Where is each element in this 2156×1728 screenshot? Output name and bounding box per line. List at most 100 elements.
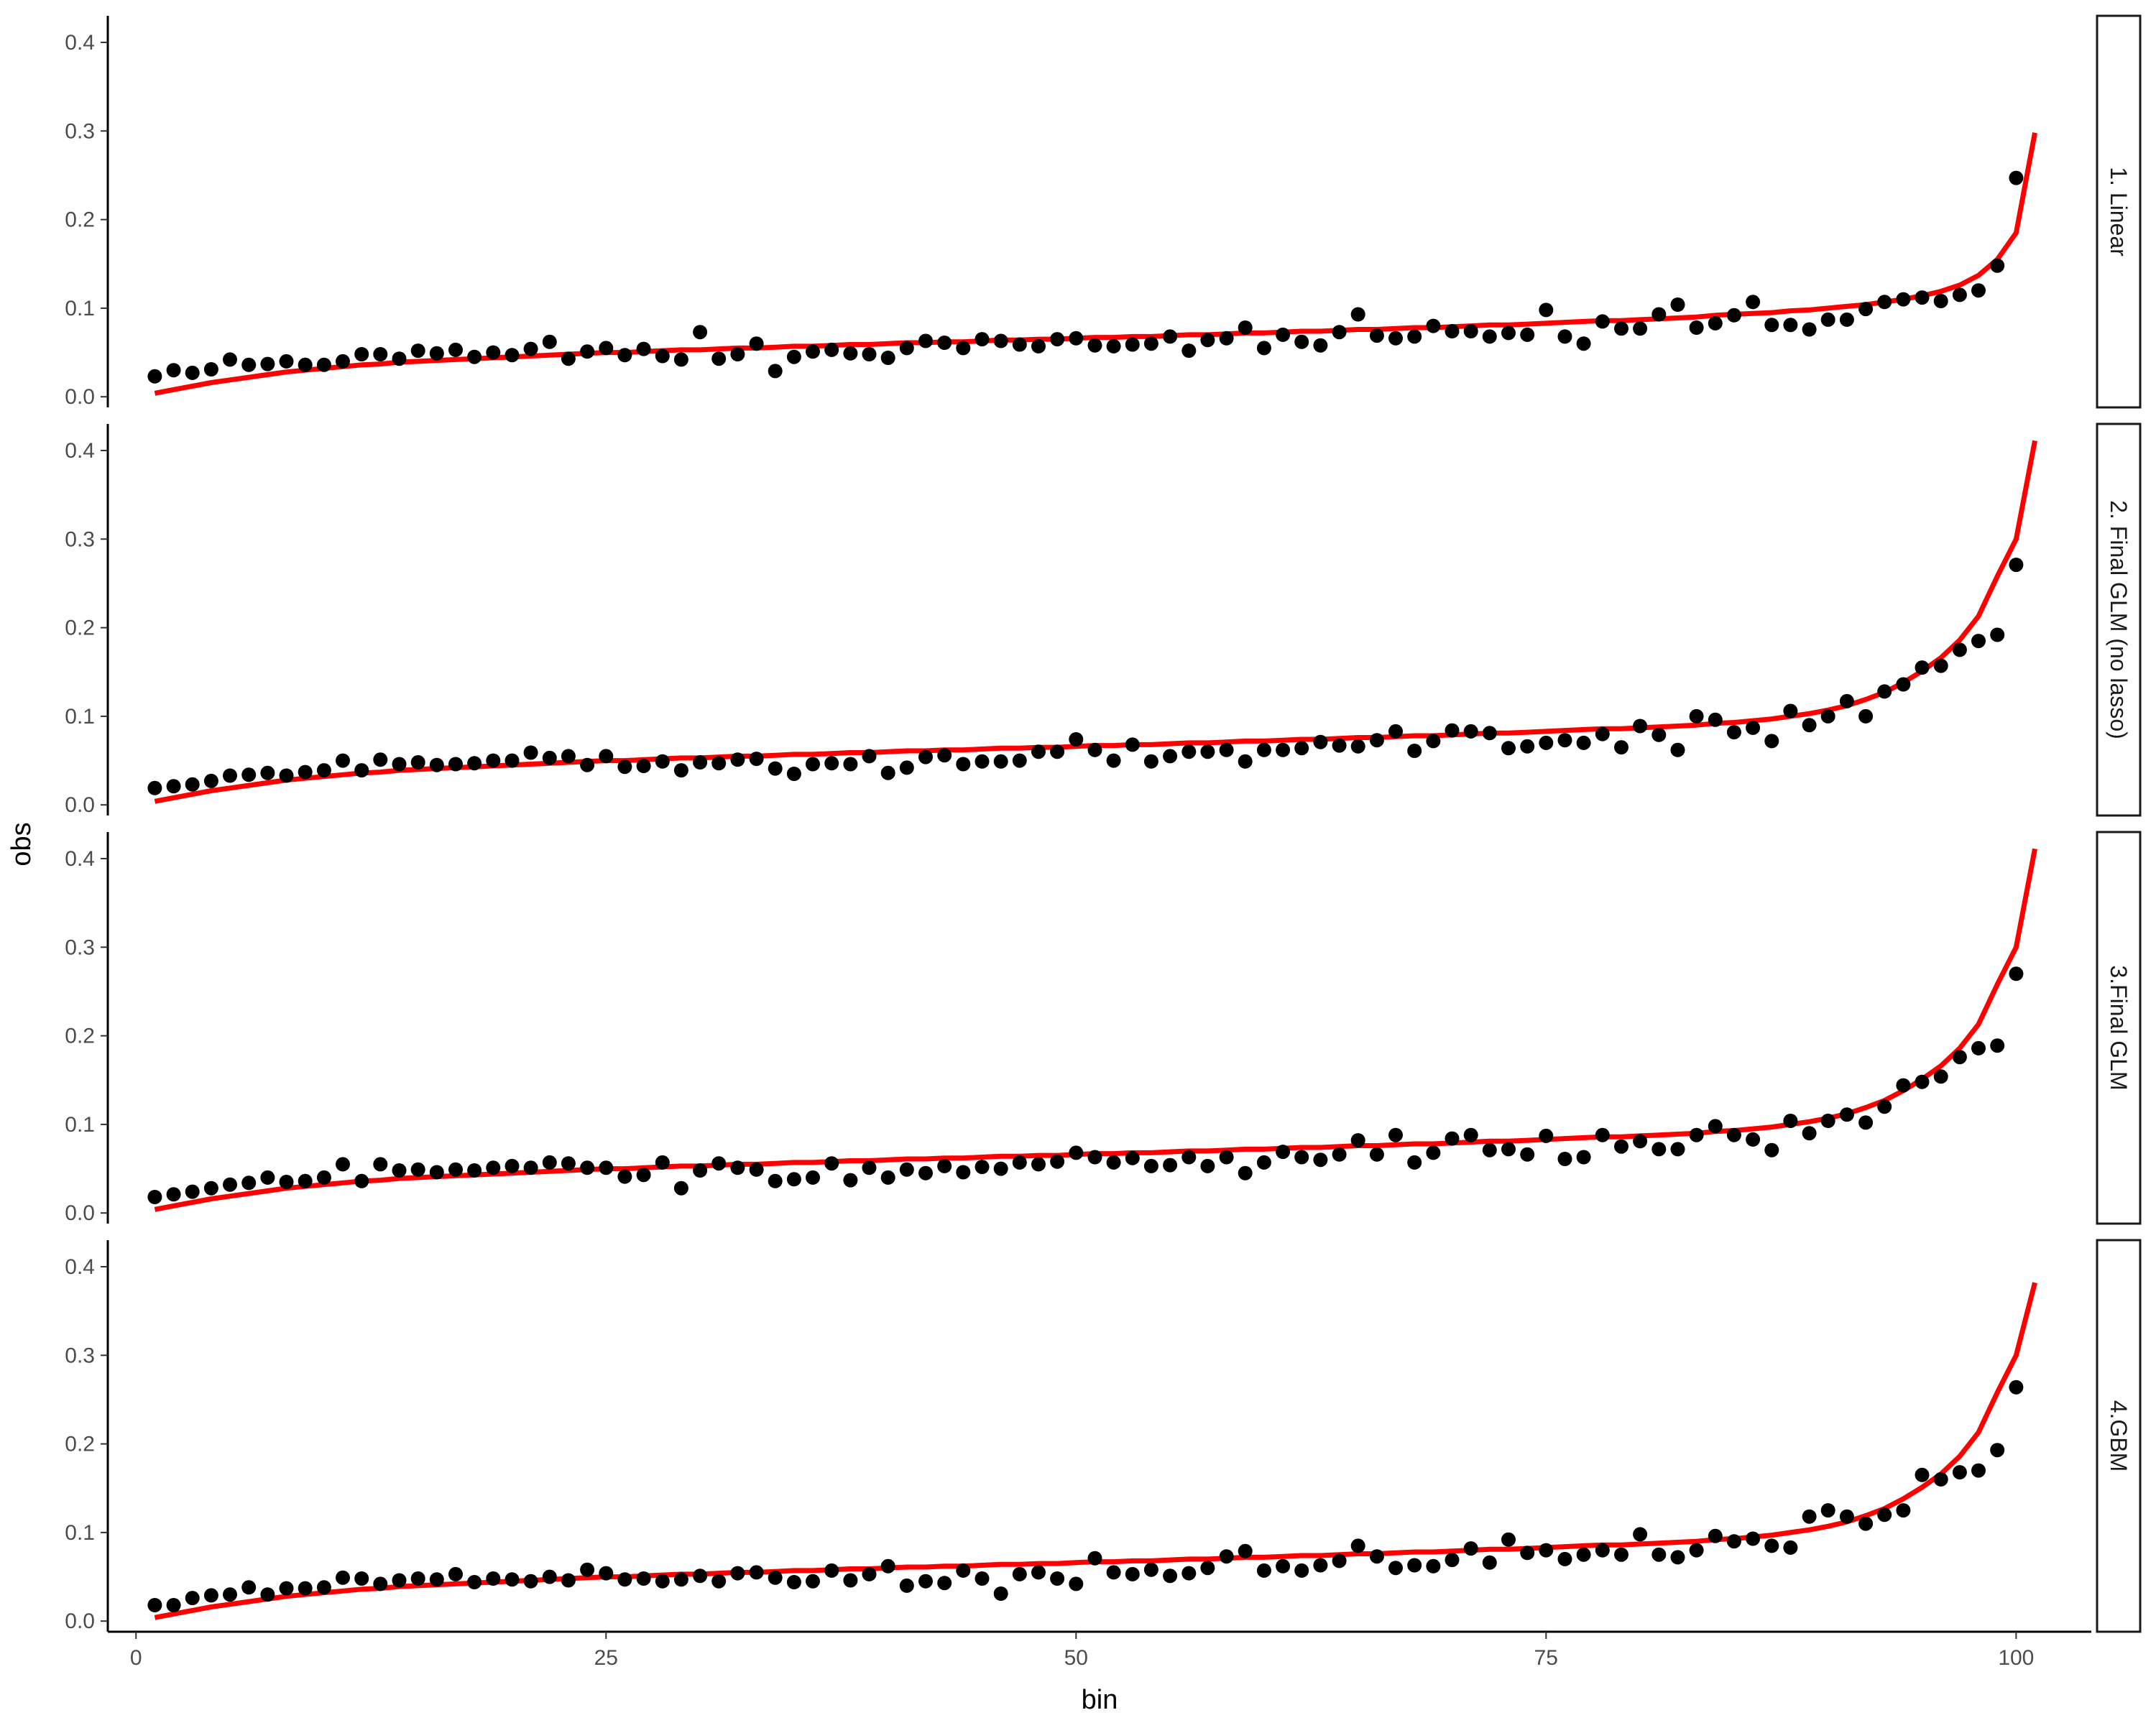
- obs-point: [1313, 1152, 1328, 1168]
- obs-point: [410, 1571, 425, 1586]
- obs-point: [956, 1563, 971, 1578]
- obs-point: [1407, 1155, 1422, 1170]
- obs-point: [843, 1173, 858, 1188]
- obs-point: [673, 1572, 688, 1587]
- obs-point: [260, 1170, 275, 1185]
- obs-point: [298, 357, 313, 372]
- obs-point: [185, 777, 200, 792]
- obs-point: [185, 1591, 200, 1606]
- obs-point: [1501, 1142, 1516, 1157]
- obs-point: [1143, 336, 1158, 351]
- obs-point: [1689, 320, 1704, 335]
- obs-point: [1557, 329, 1572, 344]
- obs-point: [203, 1181, 218, 1196]
- obs-point: [486, 1160, 501, 1175]
- obs-point: [354, 347, 369, 361]
- obs-point: [993, 1586, 1008, 1601]
- obs-point: [880, 1558, 895, 1574]
- obs-point: [580, 1562, 595, 1577]
- obs-point: [448, 342, 463, 357]
- obs-point: [1219, 1150, 1234, 1165]
- obs-point: [1520, 327, 1535, 342]
- obs-point: [1012, 753, 1027, 768]
- obs-point: [1069, 732, 1084, 747]
- obs-point: [1595, 314, 1610, 329]
- obs-point: [523, 341, 538, 356]
- obs-point: [1163, 749, 1178, 764]
- obs-point: [1915, 660, 1930, 675]
- obs-point: [1633, 1134, 1648, 1149]
- obs-point: [1708, 1119, 1723, 1134]
- obs-point: [1482, 329, 1497, 344]
- obs-point: [768, 1173, 783, 1188]
- x-tick-label: 75: [1534, 1646, 1558, 1670]
- obs-point: [1726, 725, 1741, 740]
- obs-point: [617, 1169, 632, 1184]
- y-tick-label: 0.2: [65, 616, 95, 640]
- obs-point: [1350, 307, 1365, 322]
- obs-point: [1896, 1503, 1911, 1518]
- obs-point: [185, 1184, 200, 1199]
- obs-point: [467, 756, 482, 771]
- x-tick-label: 50: [1064, 1646, 1088, 1670]
- y-tick-label: 0.1: [65, 1113, 95, 1137]
- y-tick-label: 0.0: [65, 385, 95, 409]
- obs-point: [542, 750, 557, 765]
- obs-point: [1952, 1465, 1967, 1480]
- obs-point: [1069, 1145, 1084, 1160]
- obs-point: [1426, 1558, 1441, 1574]
- obs-point: [410, 343, 425, 359]
- obs-point: [768, 1570, 783, 1585]
- obs-point: [1501, 325, 1516, 341]
- obs-point: [1256, 1155, 1271, 1170]
- obs-point: [1350, 739, 1365, 754]
- obs-point: [655, 754, 670, 769]
- obs-point: [336, 354, 350, 369]
- obs-point: [1557, 733, 1572, 748]
- obs-point: [166, 363, 181, 378]
- obs-point: [1426, 734, 1441, 749]
- facet-strip-box: [2096, 14, 2142, 409]
- obs-point: [1726, 308, 1741, 323]
- obs-point: [937, 1576, 952, 1591]
- obs-point: [1896, 292, 1911, 307]
- obs-point: [354, 1173, 369, 1188]
- obs-point: [975, 754, 990, 769]
- obs-point: [580, 344, 595, 359]
- obs-point: [1839, 693, 1854, 708]
- obs-point: [1200, 744, 1215, 759]
- y-tick-label: 0.3: [65, 527, 95, 551]
- obs-point: [1256, 1563, 1271, 1578]
- obs-point: [1576, 1150, 1591, 1165]
- obs-point: [1557, 1152, 1572, 1166]
- y-tick-label: 0.2: [65, 1025, 95, 1048]
- obs-point: [1877, 295, 1892, 310]
- obs-point: [2009, 170, 2024, 185]
- obs-point: [768, 364, 783, 379]
- obs-point: [1200, 1158, 1215, 1173]
- obs-point: [1915, 1074, 1930, 1089]
- obs-point: [1708, 712, 1723, 727]
- panel-4: 0.0 0.1 0.2 0.3 0.4 4.GBM: [65, 1239, 2142, 1633]
- obs-point: [1783, 318, 1798, 333]
- obs-point: [1614, 321, 1628, 336]
- obs-point: [975, 332, 990, 347]
- y-tick-label: 0.4: [65, 847, 95, 871]
- obs-point: [1539, 1128, 1554, 1143]
- obs-point: [655, 1155, 670, 1170]
- obs-point: [1915, 290, 1930, 305]
- obs-point: [1125, 1150, 1140, 1165]
- obs-point: [636, 1571, 651, 1586]
- obs-point: [1858, 302, 1874, 317]
- obs-point: [806, 1170, 820, 1185]
- obs-point: [1877, 684, 1892, 699]
- obs-point: [749, 1565, 764, 1580]
- obs-point: [843, 346, 858, 361]
- obs-point: [843, 757, 858, 772]
- obs-point: [1256, 742, 1271, 757]
- obs-point: [617, 1572, 632, 1587]
- obs-point: [1369, 1147, 1384, 1162]
- obs-point: [1050, 1571, 1065, 1586]
- obs-point: [1614, 740, 1628, 755]
- obs-point: [1990, 1038, 2005, 1053]
